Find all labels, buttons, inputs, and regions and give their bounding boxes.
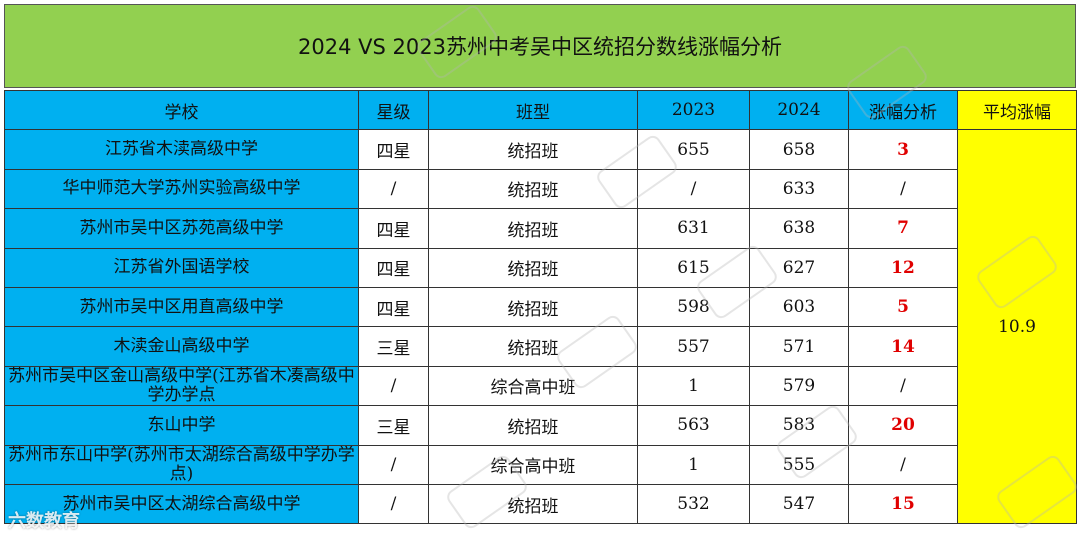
header-average: 平均涨幅 bbox=[957, 89, 1077, 131]
cell-star: 三星 bbox=[358, 405, 429, 446]
average-value: 10.9 bbox=[957, 129, 1077, 525]
cell-star: / bbox=[358, 444, 429, 485]
cell-star: 四星 bbox=[358, 129, 429, 170]
cell-2024: 579 bbox=[749, 365, 849, 407]
header-school: 学校 bbox=[4, 89, 359, 131]
cell-class-type: 统招班 bbox=[428, 168, 638, 210]
school-name: 江苏省外国语学校 bbox=[113, 258, 250, 278]
cell-change: / bbox=[848, 444, 958, 485]
cell-school: 苏州市吴中区苏苑高级中学 bbox=[4, 208, 359, 249]
cell-school: 苏州市吴中区金山高级中学(江苏省木凑高级中学办学点 bbox=[4, 365, 359, 407]
school-name: 木渎金山高级中学 bbox=[113, 337, 250, 357]
table-row: 苏州市吴中区用直高级中学 四星 统招班 598 603 5 bbox=[4, 286, 1077, 328]
cell-class-type: 统招班 bbox=[428, 483, 638, 525]
school-name: 东山中学 bbox=[147, 415, 216, 435]
cell-2023: 1 bbox=[637, 444, 750, 485]
cell-change: / bbox=[848, 365, 958, 407]
cell-school: 东山中学 bbox=[4, 405, 359, 446]
cell-2024: 627 bbox=[749, 247, 849, 288]
cell-star: / bbox=[358, 168, 429, 210]
cell-class-type: 统招班 bbox=[428, 247, 638, 288]
cell-2024: 547 bbox=[749, 483, 849, 525]
cell-2023: 655 bbox=[637, 129, 750, 170]
table-row: 江苏省木渎高级中学 四星 统招班 655 658 3 10.9 bbox=[4, 129, 1077, 525]
cell-2023: 631 bbox=[637, 208, 750, 249]
school-name: 苏州市吴中区苏苑高级中学 bbox=[79, 218, 284, 238]
cell-2023: / bbox=[637, 168, 750, 210]
cell-change: / bbox=[848, 168, 958, 210]
cell-2024: 603 bbox=[749, 286, 849, 328]
header-class-type: 班型 bbox=[428, 89, 638, 131]
cell-class-type: 统招班 bbox=[428, 208, 638, 249]
cell-school: 苏州市东山中学(苏州市太湖综合高级中学办学点) bbox=[4, 444, 359, 485]
cell-class-type: 综合高中班 bbox=[428, 444, 638, 485]
table-row: 华中师范大学苏州实验高级中学 / 统招班/633/ bbox=[4, 168, 1077, 210]
cell-2024: 658 bbox=[749, 129, 849, 170]
school-name: 江苏省木渎高级中学 bbox=[105, 140, 258, 160]
cell-change: 3 bbox=[848, 129, 958, 170]
cell-change: 20 bbox=[848, 405, 958, 446]
cell-2024: 633 bbox=[749, 168, 849, 210]
header-2023: 2023 bbox=[637, 89, 750, 131]
table-row: 苏州市吴中区金山高级中学(江苏省木凑高级中学办学点 / 综合高中班 1 579/ bbox=[4, 365, 1077, 407]
cell-star: 四星 bbox=[358, 286, 429, 328]
cell-class-type: 综合高中班 bbox=[428, 365, 638, 407]
logo: 六数教育 bbox=[8, 511, 80, 532]
cell-2024: 555 bbox=[749, 444, 849, 485]
cell-class-type: 统招班 bbox=[428, 405, 638, 446]
table-row: 苏州市吴中区太湖综合高级中学 / 统招班 532 547 15 bbox=[4, 483, 1077, 525]
cell-2023: 563 bbox=[637, 405, 750, 446]
table-row: 东山中学 三星 统招班 563 583 20 bbox=[4, 405, 1077, 446]
cell-star: / bbox=[358, 365, 429, 407]
page-title: 2024 VS 2023苏州中考吴中区统招分数线涨幅分析 bbox=[4, 4, 1076, 88]
cell-school: 木渎金山高级中学 bbox=[4, 326, 359, 367]
cell-change: 7 bbox=[848, 208, 958, 249]
cell-star: 四星 bbox=[358, 247, 429, 288]
school-name: 苏州市东山中学(苏州市太湖综合高级中学办学点) bbox=[8, 445, 355, 484]
table-row: 苏州市东山中学(苏州市太湖综合高级中学办学点) / 综合高中班 1 555/ bbox=[4, 444, 1077, 485]
score-table: 学校 星级 班型 2023 2024 涨幅分析 平均涨幅 江苏省木渎高级中学 四星… bbox=[4, 89, 1077, 525]
cell-2023: 615 bbox=[637, 247, 750, 288]
cell-2023: 598 bbox=[637, 286, 750, 328]
cell-change: 5 bbox=[848, 286, 958, 328]
cell-change: 12 bbox=[848, 247, 958, 288]
header-2024: 2024 bbox=[749, 89, 849, 131]
table-header-row: 学校 星级 班型 2023 2024 涨幅分析 平均涨幅 bbox=[4, 89, 1077, 131]
cell-star: 三星 bbox=[358, 326, 429, 367]
cell-school: 江苏省外国语学校 bbox=[4, 247, 359, 288]
cell-school: 华中师范大学苏州实验高级中学 bbox=[4, 168, 359, 210]
cell-change: 14 bbox=[848, 326, 958, 367]
cell-star: / bbox=[358, 483, 429, 525]
cell-school: 江苏省木渎高级中学 bbox=[4, 129, 359, 170]
table-row: 苏州市吴中区苏苑高级中学 四星 统招班 631 638 7 bbox=[4, 208, 1077, 249]
school-name: 华中师范大学苏州实验高级中学 bbox=[62, 179, 301, 199]
table-body: 江苏省木渎高级中学 四星 统招班 655 658 3 10.9 华中师范大学苏州实验高级中学 /… bbox=[4, 129, 1077, 525]
header-change: 涨幅分析 bbox=[848, 89, 958, 131]
cell-class-type: 统招班 bbox=[428, 286, 638, 328]
cell-2024: 571 bbox=[749, 326, 849, 367]
cell-star: 四星 bbox=[358, 208, 429, 249]
cell-class-type: 统招班 bbox=[428, 129, 638, 170]
cell-school: 苏州市吴中区用直高级中学 bbox=[4, 286, 359, 328]
cell-2023: 532 bbox=[637, 483, 750, 525]
table-row: 江苏省外国语学校 四星 统招班 615 627 12 bbox=[4, 247, 1077, 288]
header-star: 星级 bbox=[358, 89, 429, 131]
table-row: 木渎金山高级中学 三星 统招班 557 571 14 bbox=[4, 326, 1077, 367]
cell-2024: 638 bbox=[749, 208, 849, 249]
cell-change: 15 bbox=[848, 483, 958, 525]
cell-class-type: 统招班 bbox=[428, 326, 638, 367]
school-name: 苏州市吴中区金山高级中学(江苏省木凑高级中学办学点 bbox=[8, 366, 355, 405]
cell-2024: 583 bbox=[749, 405, 849, 446]
cell-2023: 1 bbox=[637, 365, 750, 407]
cell-school: 苏州市吴中区太湖综合高级中学 bbox=[4, 483, 359, 525]
school-name: 苏州市吴中区用直高级中学 bbox=[79, 297, 284, 317]
cell-2023: 557 bbox=[637, 326, 750, 367]
school-name: 苏州市吴中区太湖综合高级中学 bbox=[62, 494, 301, 514]
